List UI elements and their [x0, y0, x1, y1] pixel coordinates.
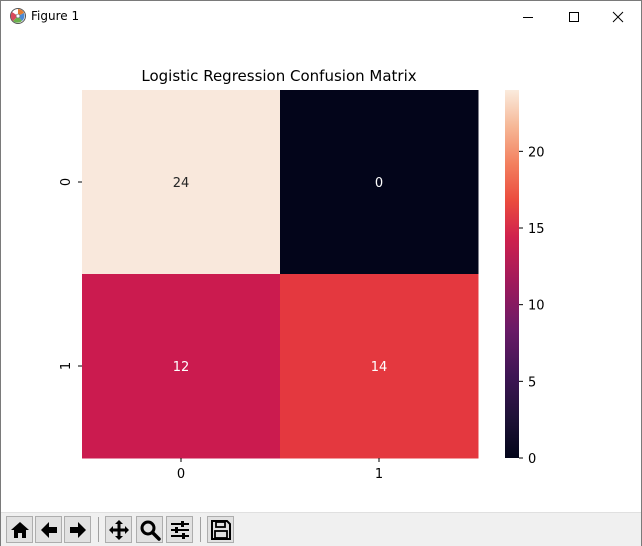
navigation-toolbar: [1, 512, 641, 546]
heatmap-cell-1-1: [280, 274, 479, 459]
cell-annotation-1-0: 12: [173, 360, 190, 375]
minimize-button[interactable]: [505, 1, 551, 32]
chart-title: Logistic Regression Confusion Matrix: [141, 67, 416, 85]
x-tick-label: 1: [375, 467, 383, 482]
figure-canvas[interactable]: Logistic Regression Confusion Matrix 24 0…: [1, 32, 641, 512]
move-icon: [108, 519, 129, 540]
title-bar[interactable]: Figure 1: [1, 1, 641, 32]
home-icon: [10, 521, 29, 538]
maximize-button[interactable]: [551, 1, 597, 32]
forward-button[interactable]: [64, 516, 91, 543]
toolbar-separator: [98, 517, 99, 542]
cell-annotation-1-1: 14: [371, 360, 388, 375]
minimize-icon: [523, 16, 533, 18]
save-icon: [210, 519, 231, 540]
toolbar-separator: [200, 517, 201, 542]
colorbar-tick-label: 5: [528, 375, 536, 390]
zoom-icon: [140, 520, 161, 541]
back-button[interactable]: [35, 516, 62, 543]
home-button[interactable]: [6, 516, 33, 543]
maximize-icon: [569, 11, 579, 22]
arrow-right-icon: [69, 521, 86, 538]
window-title: Figure 1: [31, 9, 80, 23]
arrow-left-icon: [40, 521, 57, 538]
colorbar-tick-label: 0: [528, 452, 536, 467]
pan-button[interactable]: [105, 516, 132, 543]
colorbar-tick-label: 20: [528, 145, 545, 160]
zoom-button[interactable]: [136, 516, 163, 543]
cell-annotation-0-0: 24: [173, 176, 190, 191]
subplots-button[interactable]: [166, 516, 193, 543]
colorbar: [505, 90, 519, 458]
close-icon: [612, 11, 624, 22]
cell-annotation-0-1: 0: [375, 176, 383, 191]
sliders-icon: [170, 520, 189, 539]
save-button[interactable]: [207, 516, 234, 543]
heatmap-cell-1-0: [82, 274, 281, 459]
colorbar-tick-label: 10: [528, 299, 545, 314]
heatmap-cell-0-0: [82, 90, 281, 275]
close-button[interactable]: [595, 1, 641, 32]
x-tick-label: 0: [177, 467, 185, 482]
y-tick-label: 0: [59, 178, 74, 186]
confusion-matrix-chart: Logistic Regression Confusion Matrix 24 0…: [59, 67, 545, 482]
y-tick-label: 1: [59, 362, 74, 370]
colorbar-tick-label: 15: [528, 222, 545, 237]
matplotlib-icon: [10, 8, 26, 24]
heatmap-cell-0-1: [280, 90, 479, 275]
